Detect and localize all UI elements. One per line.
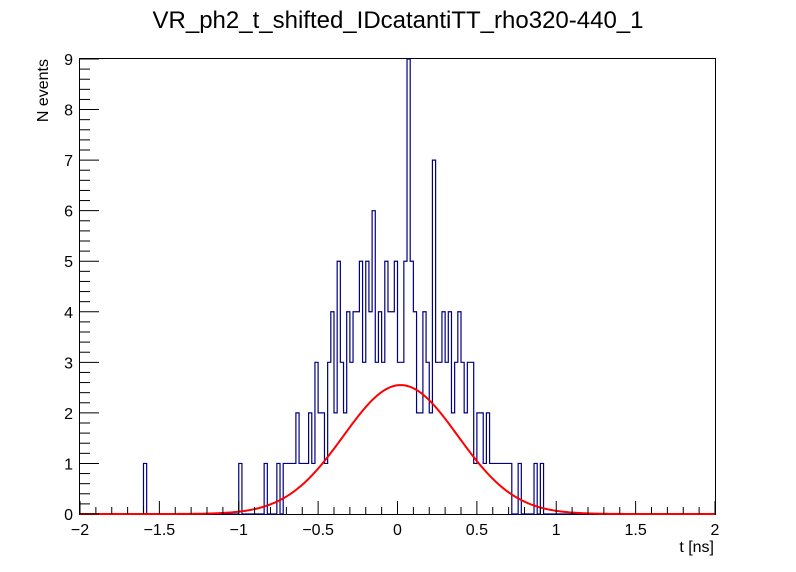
x-tick-label: 1 <box>552 522 561 539</box>
y-tick-label: 2 <box>64 406 73 423</box>
y-tick-label: 6 <box>64 204 73 221</box>
x-tick-label: 2 <box>711 522 720 539</box>
y-tick-label: 9 <box>64 52 73 69</box>
y-axis-label: N events <box>35 59 52 122</box>
x-tick-label: 0.5 <box>466 522 488 539</box>
x-axis-label: t [ns] <box>679 539 714 556</box>
y-tick-label: 7 <box>64 153 73 170</box>
x-tick-label: −2 <box>71 522 89 539</box>
x-axis: −2 −1.5 −1 −0.5 0 0.5 1 1.5 2 <box>71 501 720 539</box>
x-tick-label: −1.5 <box>144 522 176 539</box>
histogram-series <box>80 58 715 515</box>
y-tick-label: 8 <box>64 103 73 120</box>
gaussian-fit-curve <box>80 384 715 515</box>
plot-frame <box>79 58 716 515</box>
y-tick-label: 5 <box>64 254 73 271</box>
y-tick-label: 1 <box>64 456 73 473</box>
y-tick-label: 3 <box>64 355 73 372</box>
y-tick-label: 0 <box>64 507 73 524</box>
x-tick-label: 0 <box>393 522 402 539</box>
x-tick-label: −0.5 <box>302 522 334 539</box>
y-axis: 0 1 2 3 4 5 6 7 8 9 <box>64 52 99 524</box>
y-tick-label: 4 <box>64 305 73 322</box>
chart-title: VR_ph2_t_shifted_IDcatantiTT_rho320-440_… <box>153 7 644 34</box>
histogram-outline <box>80 58 715 515</box>
x-tick-label: 1.5 <box>625 522 647 539</box>
fit-series <box>80 384 715 515</box>
x-tick-label: −1 <box>230 522 248 539</box>
